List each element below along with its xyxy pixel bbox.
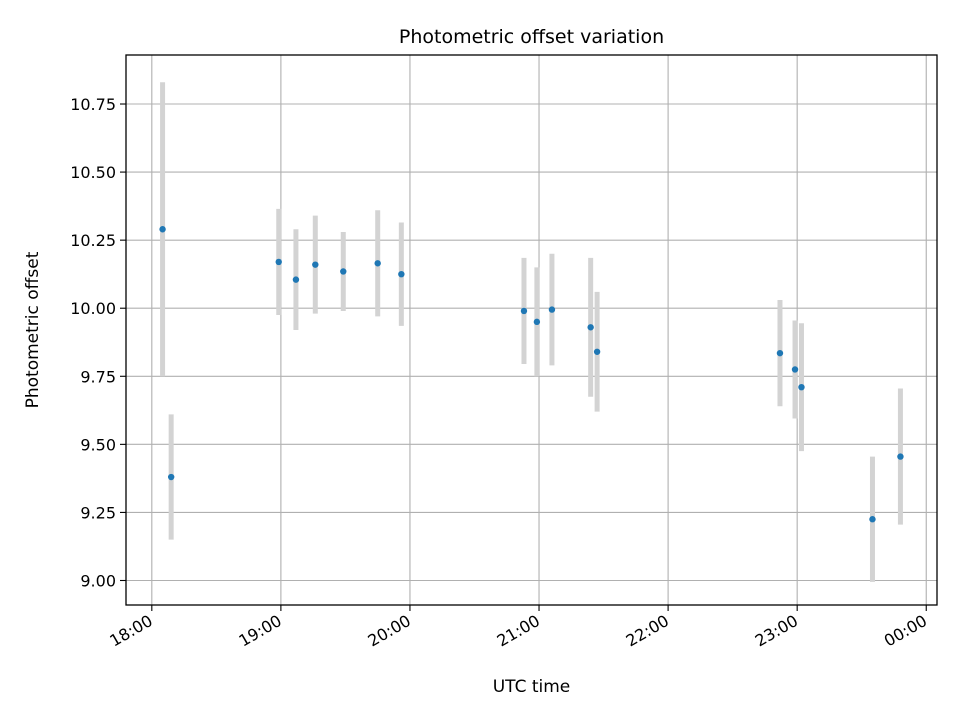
data-points — [159, 226, 904, 523]
data-point — [548, 306, 556, 313]
x-tick-label: 19:00 — [235, 611, 284, 651]
y-tick-label: 9.00 — [80, 571, 116, 590]
data-point — [292, 276, 300, 283]
y-tick-label: 9.50 — [80, 435, 116, 454]
x-tick-label: 23:00 — [752, 611, 801, 651]
x-tick-label: 18:00 — [106, 611, 155, 651]
x-tick-label: 21:00 — [494, 611, 543, 651]
data-point — [398, 270, 405, 278]
data-point — [340, 268, 347, 275]
data-point — [167, 473, 175, 481]
data-point — [791, 366, 799, 373]
x-axis: 18:00 19:00 20:00 21:00 22:00 23:00 00:00 — [106, 605, 930, 651]
y-tick-label: 10.25 — [70, 231, 116, 250]
x-axis-label: UTC time — [493, 677, 571, 697]
data-point — [776, 349, 784, 357]
x-tick-label: 22:00 — [623, 611, 672, 651]
data-point — [593, 348, 601, 355]
data-point — [159, 226, 166, 233]
y-tick-label: 9.75 — [80, 367, 116, 386]
y-axis: 9.00 9.25 9.50 9.75 10.00 10.25 10.50 10.75 — [70, 95, 126, 590]
y-tick-label: 10.50 — [70, 163, 116, 182]
data-point — [897, 453, 904, 460]
data-point — [798, 383, 805, 391]
x-tick-label: 20:00 — [365, 611, 414, 651]
data-point — [533, 318, 541, 326]
chart-title: Photometric offset variation — [399, 26, 664, 48]
grid — [126, 55, 937, 605]
y-axis-label: Photometric offset — [23, 251, 43, 408]
plot-frame — [125, 54, 938, 606]
y-tick-label: 10.00 — [70, 299, 116, 318]
y-tick-label: 9.25 — [80, 503, 116, 522]
data-point — [587, 324, 594, 331]
x-tick-label: 00:00 — [881, 611, 930, 651]
error-bars — [160, 82, 903, 582]
data-point — [520, 307, 528, 315]
data-point — [275, 258, 282, 266]
data-point — [312, 261, 319, 268]
data-point — [374, 260, 381, 267]
data-point — [869, 516, 876, 523]
y-tick-label: 10.75 — [70, 95, 116, 114]
